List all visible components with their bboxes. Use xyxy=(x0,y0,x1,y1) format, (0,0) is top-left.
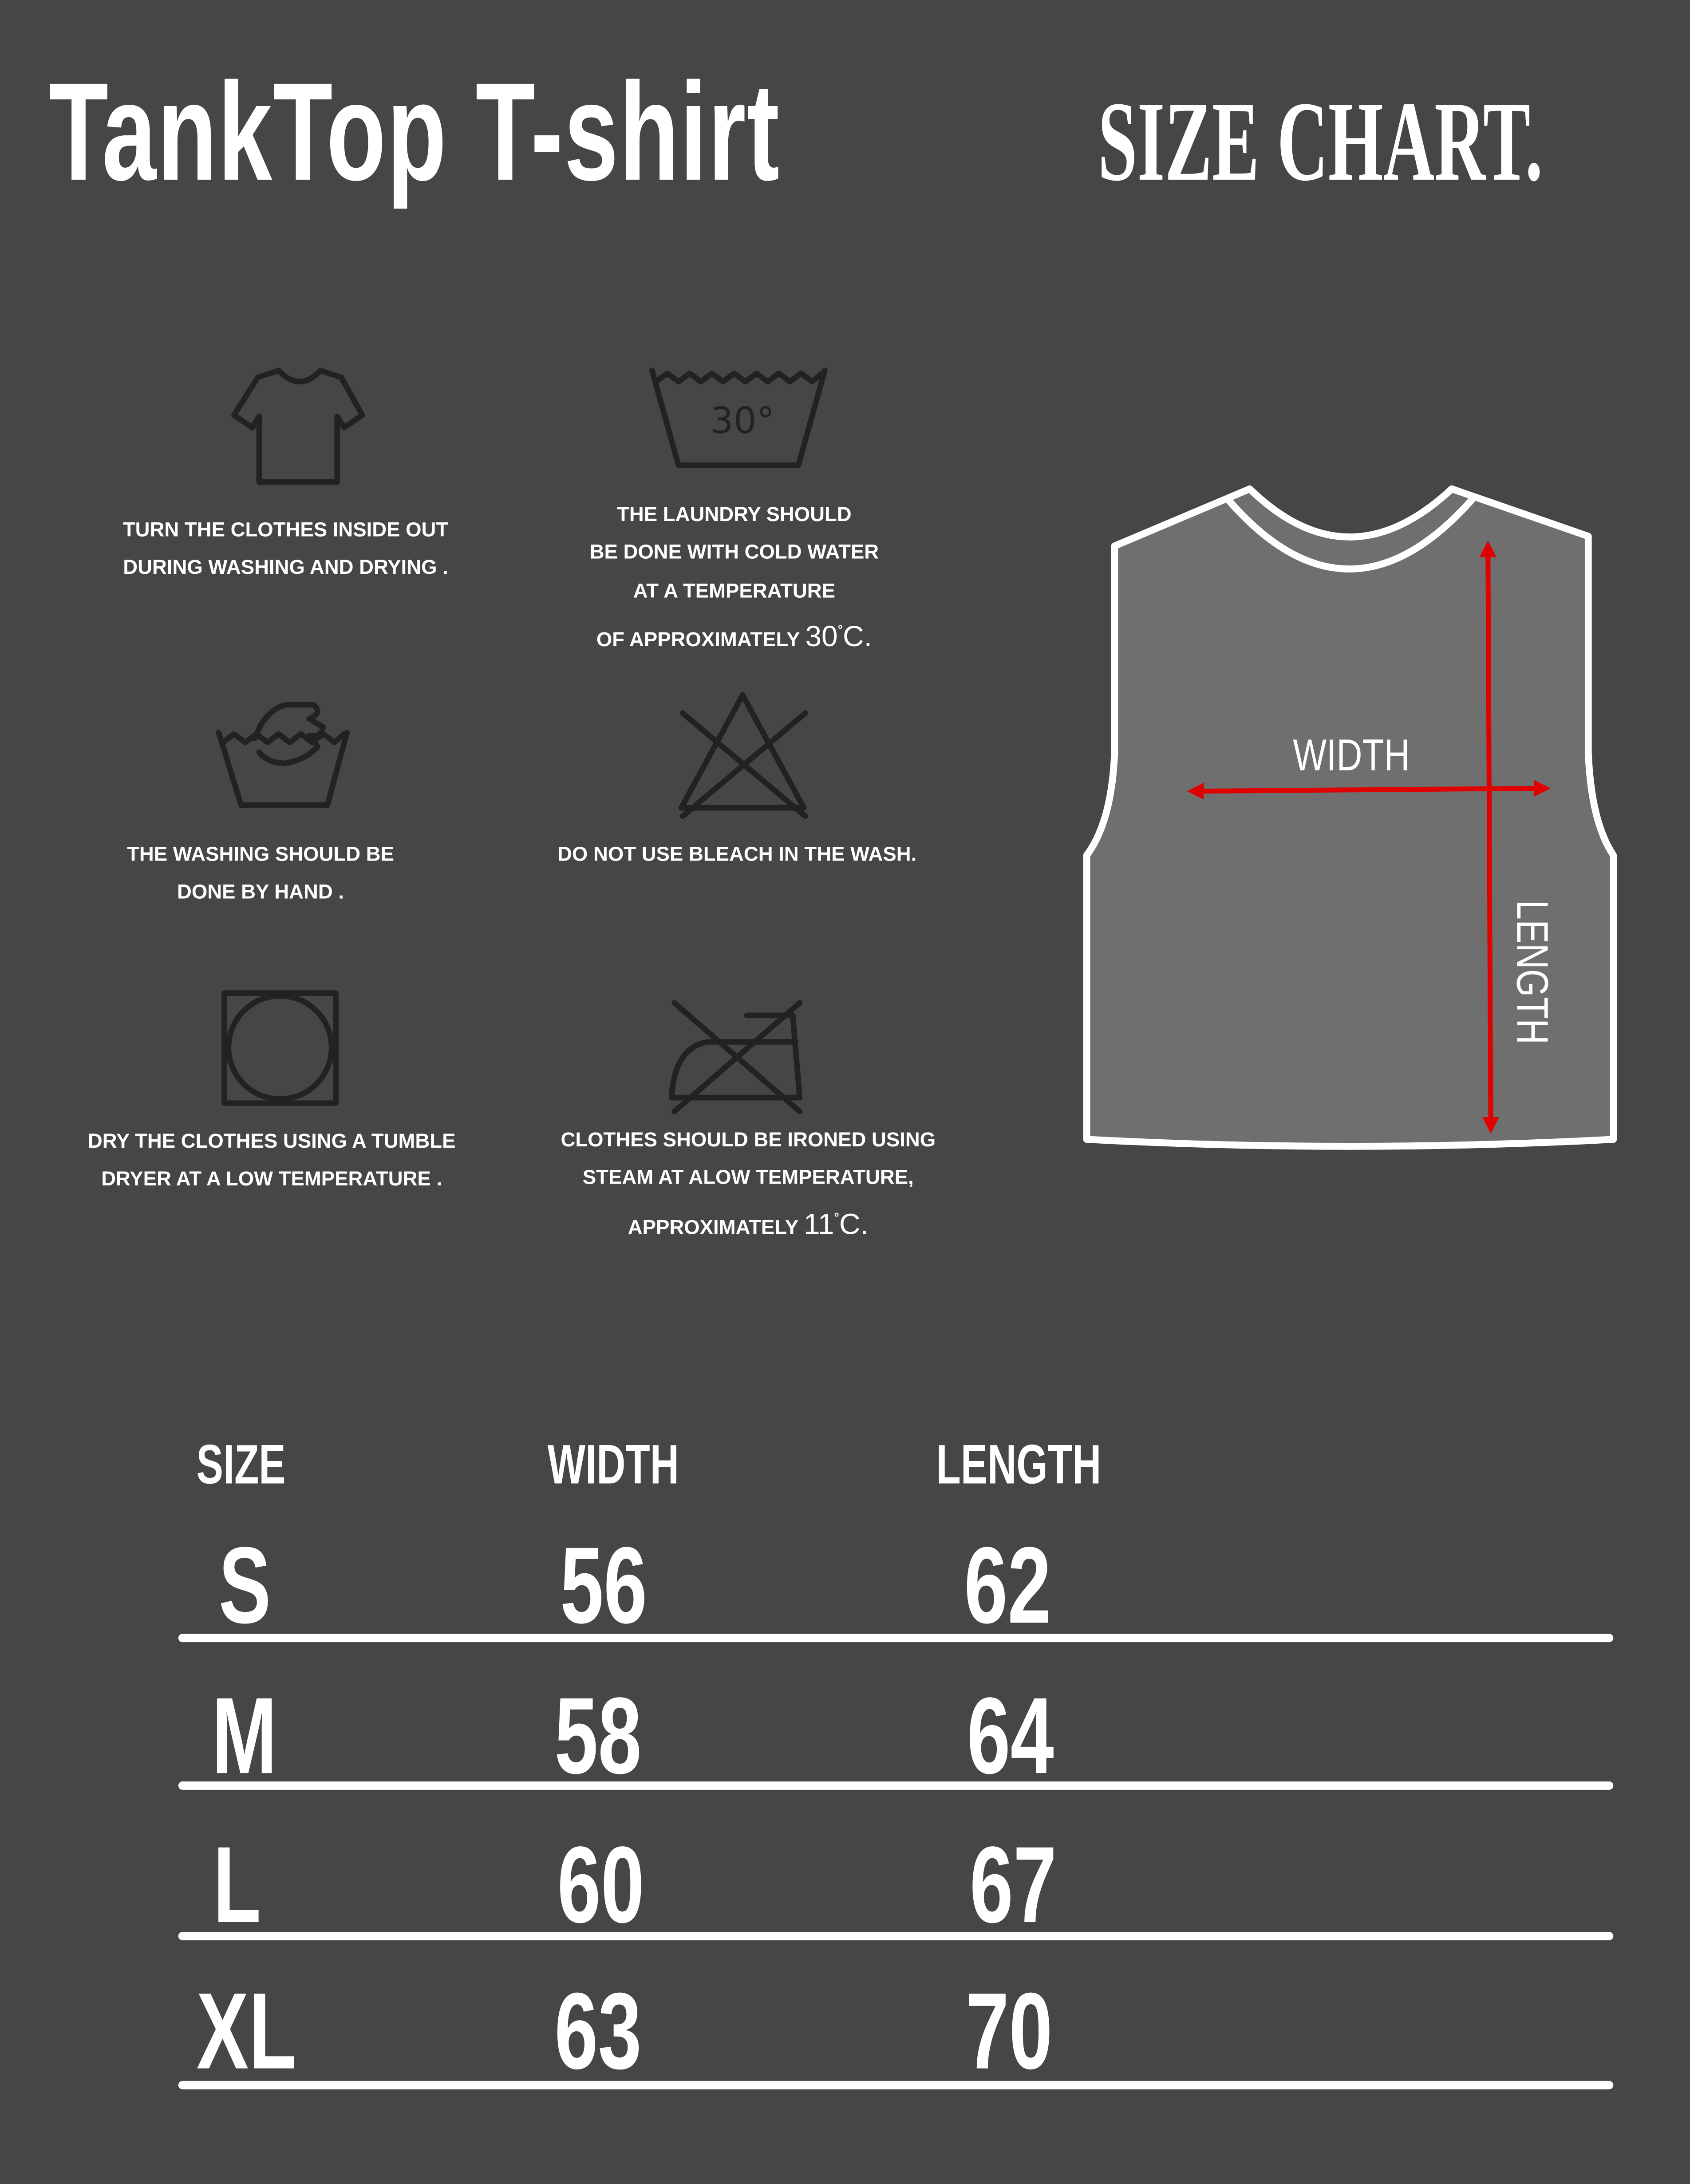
care-line: DONE BY HAND . xyxy=(177,882,344,904)
length-arrow xyxy=(1485,551,1493,1123)
inside-out-shirt-icon xyxy=(231,367,365,485)
care-line: DRY THE CLOTHES USING A TUMBLE xyxy=(87,1131,456,1153)
care-line: OF APPROXIMATELY 30°C. xyxy=(596,621,872,653)
care-line: THE WASHING SHOULD BE xyxy=(127,844,395,867)
tank-top-outline xyxy=(1083,485,1617,1150)
length-arrow-top-head xyxy=(1479,540,1497,557)
care-line: DO NOT USE BLEACH IN THE WASH. xyxy=(557,844,917,867)
row-divider xyxy=(178,1634,1614,1643)
care-line: STEAM AT ALOW TEMPERATURE, xyxy=(582,1167,914,1190)
care-line: BE DONE WITH COLD WATER xyxy=(589,542,879,565)
care-line: TURN THE CLOTHES INSIDE OUT xyxy=(122,519,449,542)
cell-length: 62 xyxy=(964,1524,1051,1647)
cell-length: 67 xyxy=(969,1823,1057,1946)
row-divider xyxy=(178,1931,1614,1940)
temperature-unit: C. xyxy=(843,621,872,653)
cell-length: 70 xyxy=(965,1969,1053,2092)
length-arrow-bottom-head xyxy=(1482,1117,1499,1134)
cell-width: 58 xyxy=(554,1674,642,1797)
care-line: APPROXIMATELY 11°C. xyxy=(628,1208,869,1241)
wash-temperature-label: 30° xyxy=(711,400,775,442)
cell-size: M xyxy=(212,1674,277,1797)
row-divider xyxy=(178,2081,1614,2089)
care-text-inside-out: TURN THE CLOTHES INSIDE OUT DURING WASHI… xyxy=(123,513,448,588)
wash-30-degrees-icon xyxy=(649,367,828,468)
temperature-value: 30 xyxy=(805,621,838,653)
care-line: DURING WASHING AND DRYING . xyxy=(123,557,448,580)
tumble-dry-icon xyxy=(221,990,339,1106)
cell-length: 64 xyxy=(967,1674,1054,1797)
diagram-length-label: LENGTH xyxy=(1507,900,1558,1045)
header-size: SIZE xyxy=(196,1434,286,1496)
temperature-unit: C. xyxy=(839,1208,869,1241)
width-arrow-left-head xyxy=(1187,782,1204,800)
care-text-tumble-dry: DRY THE CLOTHES USING A TUMBLE DRYER AT … xyxy=(88,1124,456,1200)
care-line-prefix: APPROXIMATELY xyxy=(628,1216,798,1239)
row-divider xyxy=(178,1781,1614,1790)
page-subtitle: SIZE CHART. xyxy=(1098,78,1543,205)
width-arrow-right-head xyxy=(1534,780,1551,797)
width-arrow xyxy=(1198,786,1538,794)
cell-width: 63 xyxy=(554,1969,642,2092)
care-line: DRYER AT A LOW TEMPERATURE . xyxy=(101,1169,442,1192)
do-not-bleach-icon xyxy=(678,692,808,819)
care-line: THE LAUNDRY SHOULD xyxy=(617,504,852,527)
care-text-cold-wash: THE LAUNDRY SHOULD BE DONE WITH COLD WAT… xyxy=(590,497,879,660)
page-title: TankTop T-shirt xyxy=(48,54,781,210)
care-text-no-bleach: DO NOT USE BLEACH IN THE WASH. xyxy=(557,837,916,875)
hand-wash-icon xyxy=(216,702,350,808)
tank-top-diagram xyxy=(1083,485,1617,1150)
header-width: WIDTH xyxy=(547,1434,679,1496)
cell-size: XL xyxy=(196,1969,296,2092)
temperature-value: 11 xyxy=(804,1208,834,1241)
do-not-iron-icon xyxy=(668,1000,803,1114)
header-length: LENGTH xyxy=(936,1434,1102,1496)
diagram-width-label: WIDTH xyxy=(1293,730,1410,780)
cell-width: 60 xyxy=(557,1823,644,1946)
cell-size: L xyxy=(213,1823,261,1946)
care-text-iron: CLOTHES SHOULD BE IRONED USING STEAM AT … xyxy=(561,1123,936,1248)
care-text-hand-wash: THE WASHING SHOULD BE DONE BY HAND . xyxy=(127,837,394,913)
care-line: CLOTHES SHOULD BE IRONED USING xyxy=(561,1130,936,1152)
care-line-prefix: OF APPROXIMATELY xyxy=(596,629,800,652)
care-line: AT A TEMPERATURE xyxy=(633,580,836,603)
cell-size: S xyxy=(218,1524,271,1647)
tank-top-collar xyxy=(1223,495,1477,573)
cell-width: 56 xyxy=(560,1524,648,1647)
